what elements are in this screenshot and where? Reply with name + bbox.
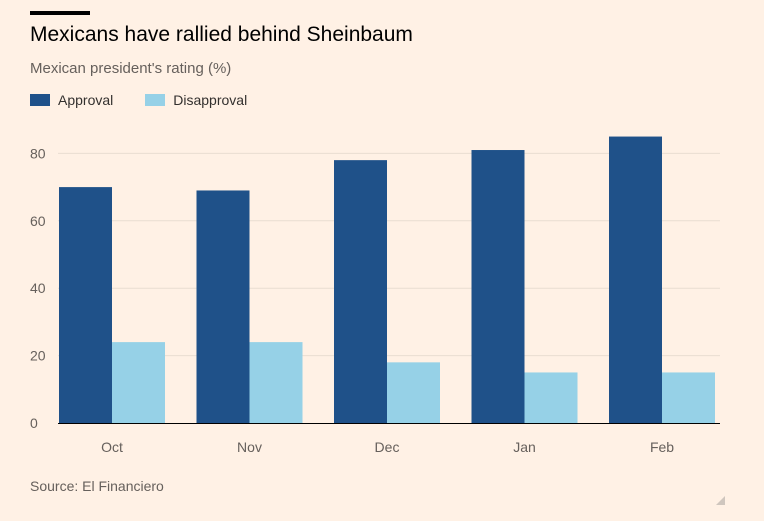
- chart-subtitle: Mexican president's rating (%): [30, 60, 232, 77]
- source-note: Source: El Financiero: [30, 478, 164, 494]
- y-tick-label-20: 20: [30, 348, 46, 364]
- x-tick-label-oct: Oct: [101, 439, 123, 455]
- y-tick-label-0: 0: [30, 415, 38, 431]
- legend-label-disapproval: Disapproval: [173, 92, 248, 108]
- top-rule: [30, 11, 90, 15]
- bar-disapproval-nov: [249, 342, 303, 423]
- bar-disapproval-dec: [387, 362, 440, 423]
- x-tick-label-dec: Dec: [375, 439, 400, 455]
- resize-corner-icon: [716, 496, 725, 505]
- bar-disapproval-oct: [112, 342, 165, 423]
- bar-approval-nov: [196, 190, 250, 423]
- bar-approval-oct: [59, 187, 112, 423]
- x-tick-label-feb: Feb: [650, 439, 674, 455]
- bar-approval-jan: [471, 150, 525, 423]
- legend-item-disapproval: Disapproval: [145, 92, 247, 108]
- legend-swatch-disapproval: [145, 94, 166, 106]
- y-tick-label-80: 80: [30, 145, 46, 161]
- legend: Approval Disapproval: [30, 92, 279, 108]
- x-tick-label-jan: Jan: [513, 439, 536, 455]
- y-tick-label-60: 60: [30, 213, 46, 229]
- bar-approval-dec: [334, 160, 387, 423]
- y-tick-label-40: 40: [30, 280, 46, 296]
- bar-approval-feb: [609, 136, 662, 424]
- x-tick-label-nov: Nov: [237, 439, 262, 455]
- chart-title: Mexicans have rallied behind Sheinbaum: [30, 23, 413, 46]
- legend-swatch-approval: [30, 94, 50, 106]
- bar-disapproval-jan: [524, 372, 578, 423]
- legend-item-approval: Approval: [30, 92, 113, 108]
- bar-disapproval-feb: [662, 372, 715, 423]
- legend-label-approval: Approval: [58, 92, 114, 108]
